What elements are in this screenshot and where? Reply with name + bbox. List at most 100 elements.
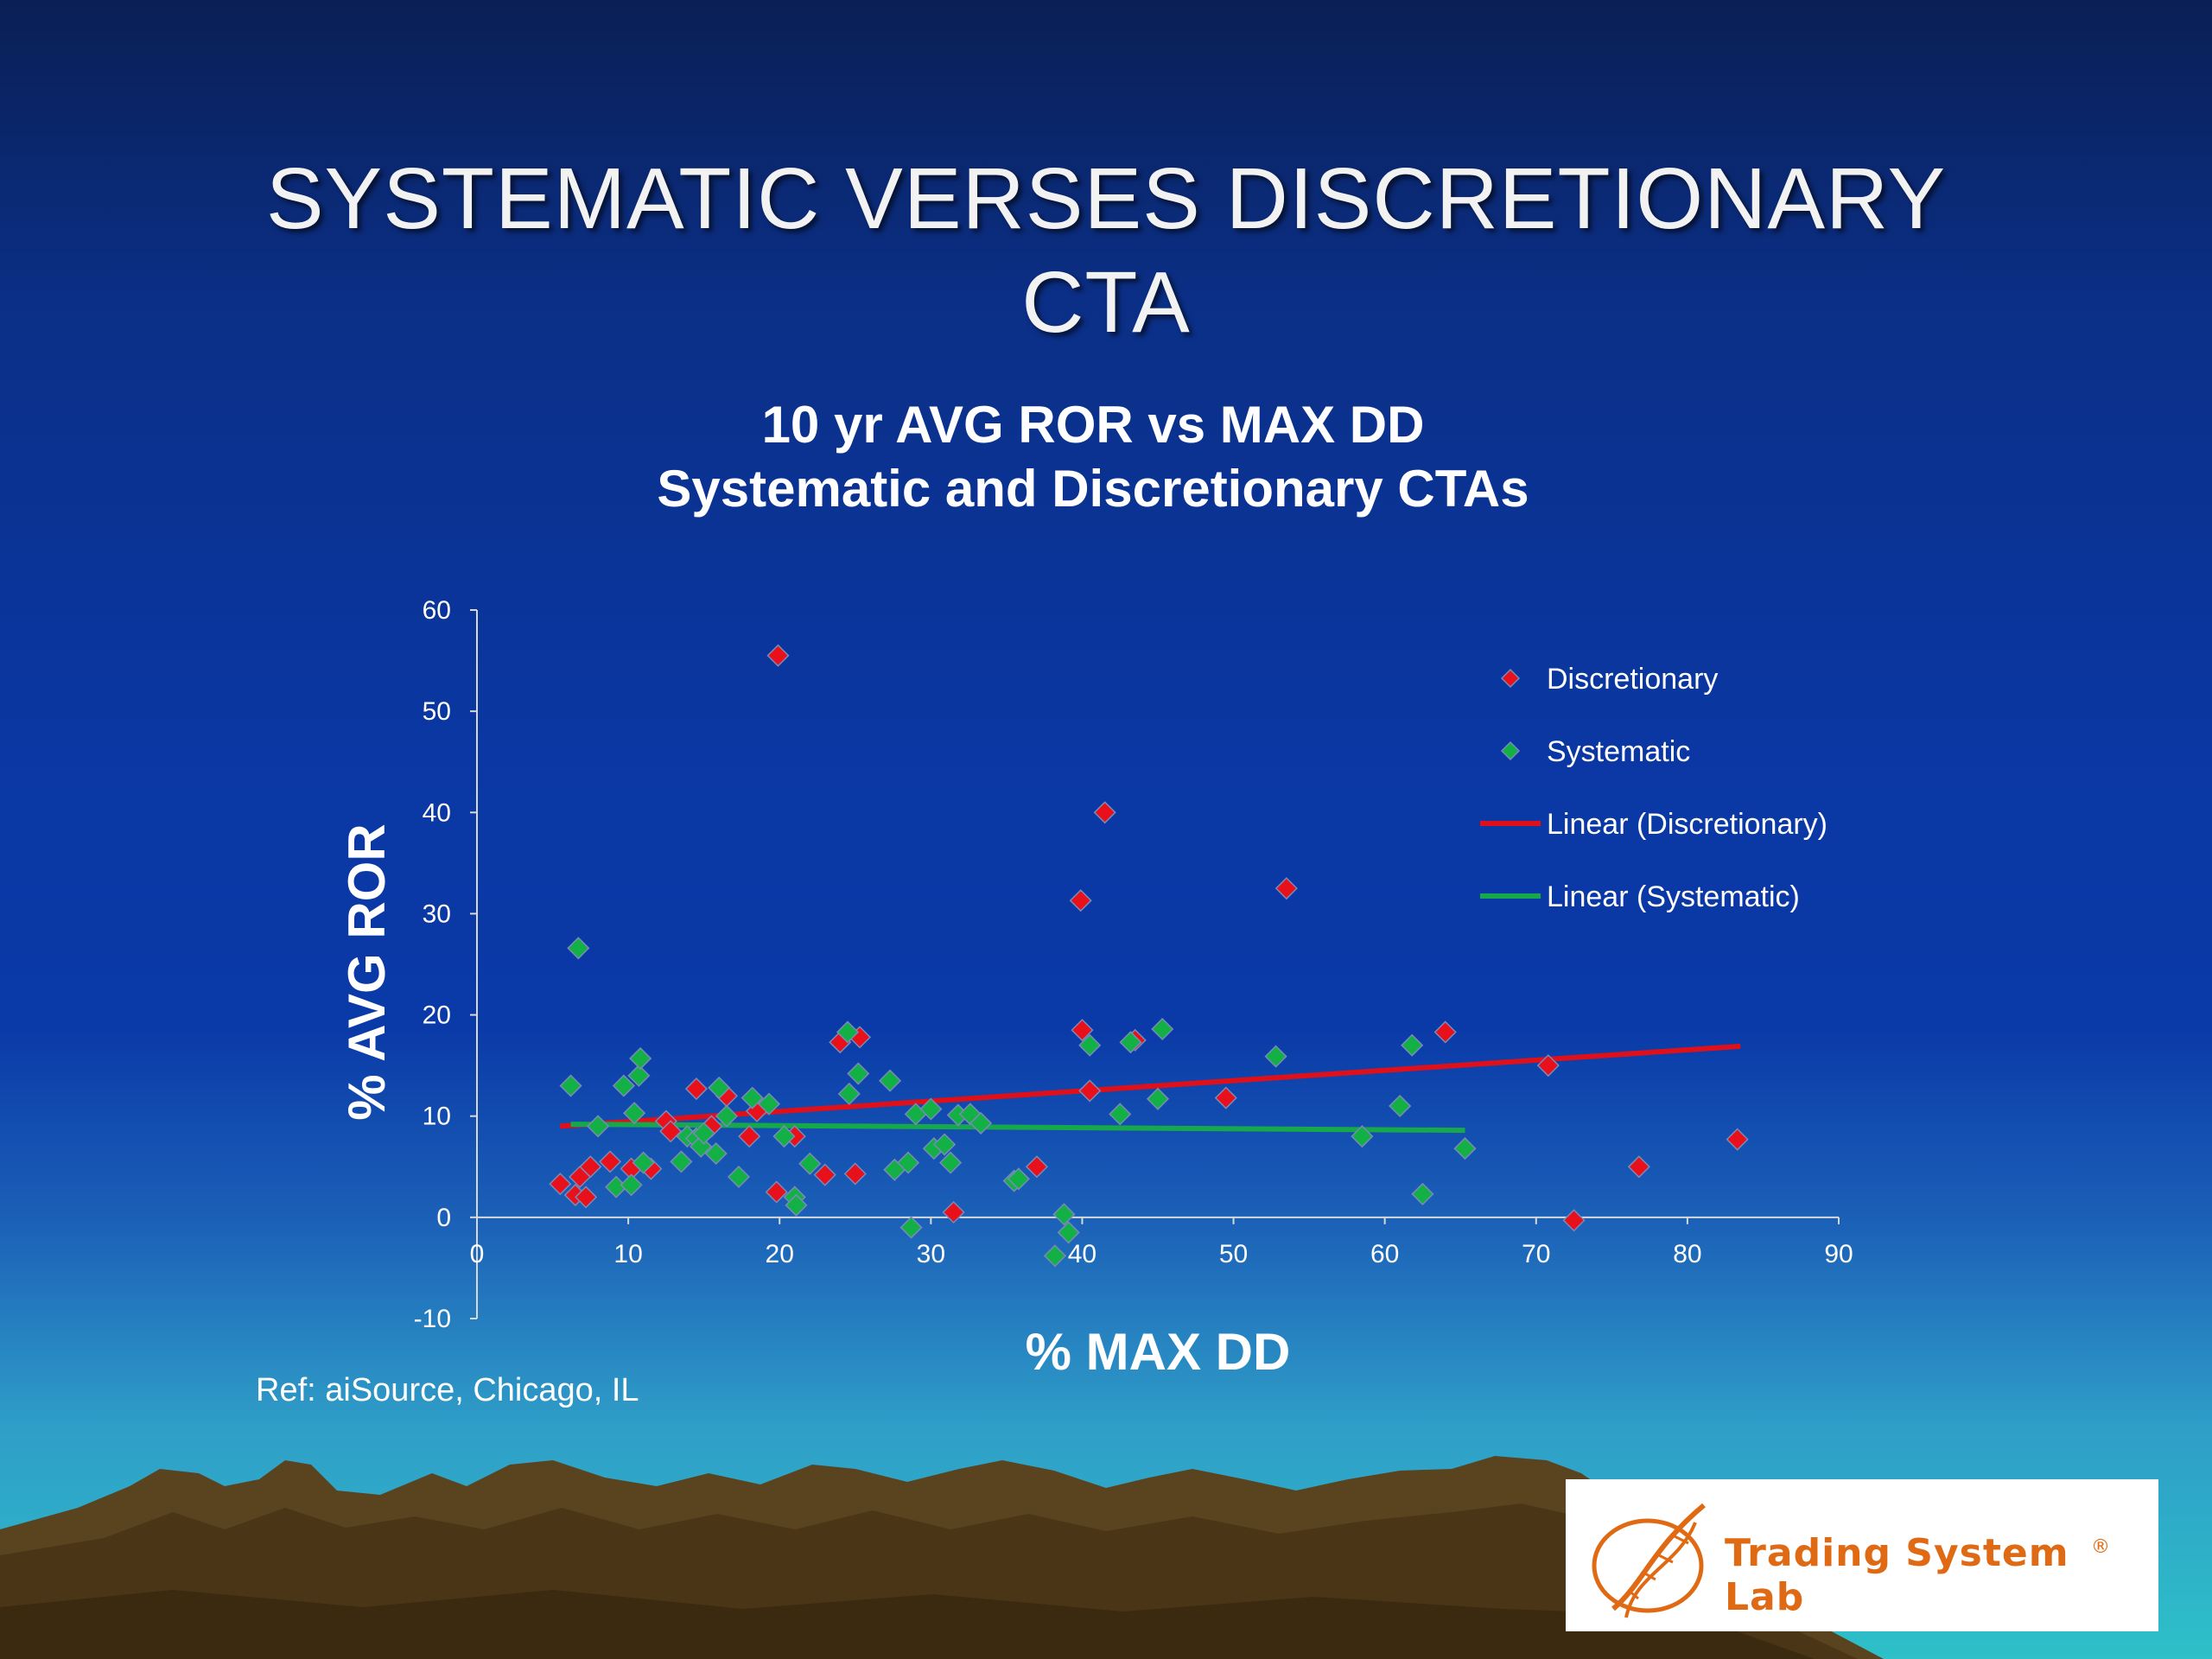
point-discretionary — [1069, 889, 1092, 912]
chart-title-line2: Systematic and Discretionary CTAs — [657, 460, 1529, 518]
point-systematic — [623, 1102, 646, 1125]
point-systematic — [919, 1097, 943, 1121]
point-systematic — [727, 1165, 751, 1189]
point-systematic — [798, 1152, 822, 1175]
x-tick-label: 20 — [766, 1240, 794, 1268]
point-systematic — [1453, 1137, 1477, 1160]
point-discretionary — [813, 1163, 836, 1186]
point-systematic — [670, 1150, 693, 1173]
point-systematic — [939, 1151, 963, 1174]
dna-helix-icon — [1592, 1503, 1706, 1618]
legend-label: Linear (Discretionary) — [1547, 808, 1827, 841]
slide-title-line1: SYSTEMATIC VERSES DISCRETIONARY — [265, 150, 1947, 247]
point-systematic — [899, 1216, 923, 1239]
point-systematic — [567, 937, 590, 960]
legend-marker-systematic — [1500, 741, 1521, 761]
point-systematic — [847, 1062, 870, 1085]
point-systematic — [715, 1104, 738, 1128]
x-tick-label: 90 — [1824, 1240, 1853, 1268]
slide-title-line2: CTA — [1021, 254, 1191, 351]
data-points — [549, 644, 1749, 1268]
point-discretionary — [1071, 1019, 1094, 1042]
point-discretionary — [1536, 1054, 1560, 1077]
point-discretionary — [1627, 1155, 1650, 1179]
point-systematic — [692, 1122, 715, 1145]
x-tick-label: 50 — [1219, 1240, 1248, 1268]
legend: Discretionary Systematic Linear (Discretio… — [1480, 663, 1827, 913]
point-systematic — [836, 1020, 860, 1044]
point-discretionary — [1025, 1155, 1048, 1179]
point-systematic — [1146, 1087, 1170, 1110]
chart-title: 10 yr AVG ROR vs MAX DD Systematic and D… — [0, 393, 2186, 521]
point-systematic — [629, 1046, 652, 1071]
point-systematic — [1043, 1244, 1066, 1268]
point-systematic — [1151, 1017, 1174, 1041]
point-discretionary — [1214, 1086, 1237, 1109]
y-tick-label: 20 — [423, 1001, 451, 1030]
point-discretionary — [738, 1125, 761, 1148]
x-axis-label: % MAX DD — [1025, 1323, 1291, 1381]
point-systematic — [1264, 1045, 1287, 1068]
axes: 60 50 40 30 20 10 0 -10 0 10 20 30 40 50 60 70 80 90 — [414, 596, 1853, 1333]
point-discretionary — [1078, 1079, 1102, 1103]
point-systematic — [785, 1193, 808, 1217]
chart-title-line1: 10 yr AVG ROR vs MAX DD — [761, 396, 1425, 454]
point-systematic — [878, 1069, 902, 1092]
point-discretionary — [1562, 1209, 1586, 1232]
y-tick-label: 50 — [423, 697, 451, 726]
point-systematic — [1119, 1031, 1142, 1054]
point-systematic — [612, 1074, 635, 1097]
y-tick-label: 10 — [423, 1103, 451, 1131]
y-tick-label: 60 — [423, 596, 451, 625]
trendlines — [560, 1043, 1741, 1134]
x-tick-label: 40 — [1068, 1240, 1096, 1268]
x-tick-label: 70 — [1522, 1240, 1550, 1268]
point-systematic — [559, 1074, 582, 1097]
legend-label: Linear (Systematic) — [1547, 880, 1800, 913]
point-systematic — [1389, 1094, 1412, 1118]
point-discretionary — [766, 644, 790, 667]
point-systematic — [627, 1064, 651, 1087]
point-discretionary — [942, 1200, 965, 1224]
point-systematic — [1351, 1125, 1374, 1148]
point-systematic — [969, 1111, 993, 1135]
point-systematic — [1401, 1033, 1424, 1057]
point-systematic — [632, 1151, 655, 1174]
point-discretionary — [579, 1155, 602, 1179]
point-systematic — [1007, 1167, 1030, 1191]
point-systematic — [741, 1086, 764, 1109]
point-discretionary — [843, 1162, 867, 1185]
x-tick-label: 80 — [1673, 1240, 1701, 1268]
legend-marker-discretionary — [1500, 668, 1521, 689]
point-systematic — [1052, 1203, 1076, 1226]
point-systematic — [757, 1092, 781, 1116]
point-discretionary — [1433, 1020, 1457, 1044]
point-systematic — [587, 1115, 610, 1138]
point-discretionary — [1726, 1128, 1749, 1151]
legend-label: Systematic — [1547, 735, 1690, 768]
point-systematic — [1411, 1182, 1434, 1205]
point-discretionary — [1093, 801, 1116, 824]
y-axis-label: % AVG ROR — [338, 823, 396, 1121]
point-discretionary — [549, 1173, 572, 1196]
point-systematic — [933, 1133, 957, 1156]
point-systematic — [772, 1125, 796, 1148]
point-discretionary — [684, 1077, 708, 1101]
y-tick-label: -10 — [414, 1305, 451, 1333]
point-systematic — [704, 1141, 728, 1166]
point-discretionary — [575, 1185, 598, 1209]
x-tick-label: 60 — [1370, 1240, 1399, 1268]
legend-label: Discretionary — [1547, 663, 1718, 696]
y-tick-label: 0 — [436, 1204, 451, 1232]
point-discretionary — [599, 1150, 622, 1173]
point-systematic — [837, 1082, 861, 1106]
y-tick-label: 40 — [423, 798, 451, 827]
logo-text: Trading System Lab — [1725, 1531, 2069, 1619]
point-systematic — [1078, 1033, 1102, 1057]
slide-title: SYSTEMATIC VERSES DISCRETIONARY CTA — [0, 147, 2212, 354]
trading-system-lab-logo: Trading System Lab ® — [1566, 1479, 2158, 1631]
point-discretionary — [1274, 877, 1298, 900]
point-systematic — [620, 1173, 643, 1197]
reference-text: Ref: aiSource, Chicago, IL — [256, 1372, 639, 1408]
